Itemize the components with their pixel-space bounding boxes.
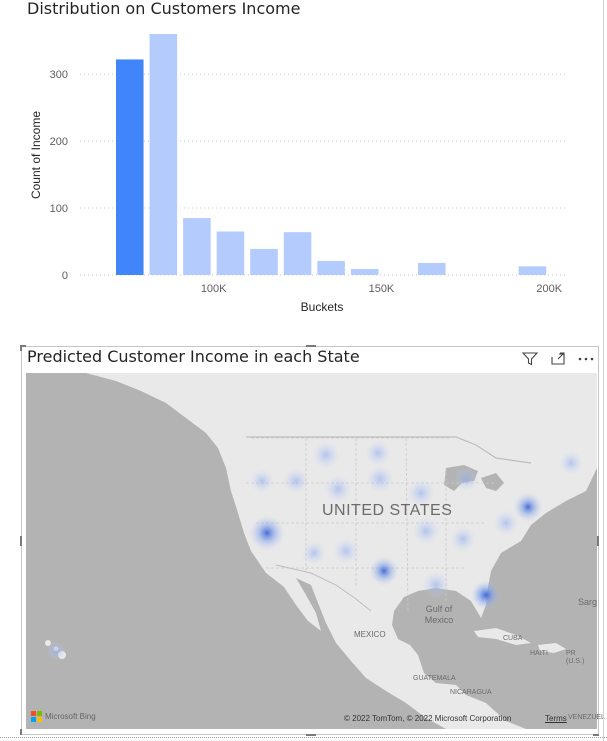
histogram-bar[interactable] (216, 231, 245, 275)
resize-handle-right[interactable] (597, 536, 599, 546)
mexico-border (275, 564, 372, 612)
terms-link[interactable]: Terms (545, 714, 567, 723)
x-axis-title: Buckets (301, 300, 344, 314)
bing-attribution-text: Microsoft Bing (45, 712, 96, 721)
map-label-haiti: HAITI (530, 650, 548, 657)
map-canvas[interactable] (26, 373, 597, 729)
x-tick-label: 200K (536, 283, 562, 295)
map-copyright: © 2022 TomTom, © 2022 Microsoft Corporat… (344, 714, 512, 723)
histogram-bar[interactable] (250, 248, 278, 275)
resize-handle-top-left[interactable] (20, 345, 26, 347)
filter-icon[interactable] (520, 350, 540, 368)
histogram-bar[interactable] (283, 232, 312, 275)
y-axis-title: Count of Income (29, 111, 43, 199)
histogram-bar[interactable] (418, 262, 446, 275)
map-label-pr: PR (U.S.) (566, 650, 585, 665)
histogram-bar[interactable] (518, 266, 547, 275)
map-label-sargasso: Sarg (578, 597, 598, 607)
bing-attribution: Microsoft Bing (31, 711, 96, 722)
focus-mode-icon[interactable] (548, 350, 568, 368)
cuba-land (474, 628, 531, 645)
resize-handle-bottom-left[interactable] (20, 729, 22, 735)
map-base-layer (45, 373, 597, 729)
page-right-edge (603, 0, 604, 741)
histogram-bar[interactable] (183, 218, 211, 275)
map-title: Predicted Customer Income in each State (27, 347, 360, 366)
x-tick-label: 100K (201, 283, 227, 295)
map-label-venezuela: VENEZUEL (568, 714, 605, 721)
y-tick-label: 100 (50, 203, 68, 215)
hispaniola-land (538, 643, 566, 653)
resize-handle-left[interactable] (20, 536, 22, 546)
map-label-country: UNITED STATES (322, 502, 453, 519)
resize-handle-bottom-right[interactable] (593, 734, 599, 736)
map-label-gulf: Gulf of Mexico (424, 604, 454, 625)
resize-handle-bottom[interactable] (306, 734, 316, 736)
map-label-nicaragua: NICARAGUA (450, 689, 492, 696)
histogram-bar[interactable] (317, 260, 345, 275)
histogram-bar[interactable] (350, 268, 379, 275)
resize-handle-top-left-v[interactable] (20, 345, 22, 351)
histogram-bar[interactable] (116, 59, 144, 275)
resize-handle-top[interactable] (306, 345, 316, 347)
y-tick-label: 200 (50, 136, 68, 148)
histogram-chart[interactable]: 0 100 200 300 100K 150K 200K Buckets Count of In… (0, 0, 607, 330)
histogram-title: Distribution on Customers Income (27, 0, 301, 18)
visual-header-icons (520, 350, 596, 368)
histogram-bar[interactable] (149, 34, 178, 275)
map-label-cuba: CUBA (503, 635, 523, 642)
map-label-mexico: MEXICO (354, 630, 386, 639)
y-tick-label: 300 (50, 69, 68, 81)
y-tick-label: 0 (62, 270, 68, 282)
country-border (246, 436, 532, 464)
x-tick-label: 150K (369, 283, 395, 295)
microsoft-logo-icon (31, 711, 42, 722)
page-bottom-edge (0, 737, 607, 738)
map-label-guatemala: GUATEMALA (413, 675, 456, 682)
more-options-icon[interactable] (576, 350, 596, 368)
